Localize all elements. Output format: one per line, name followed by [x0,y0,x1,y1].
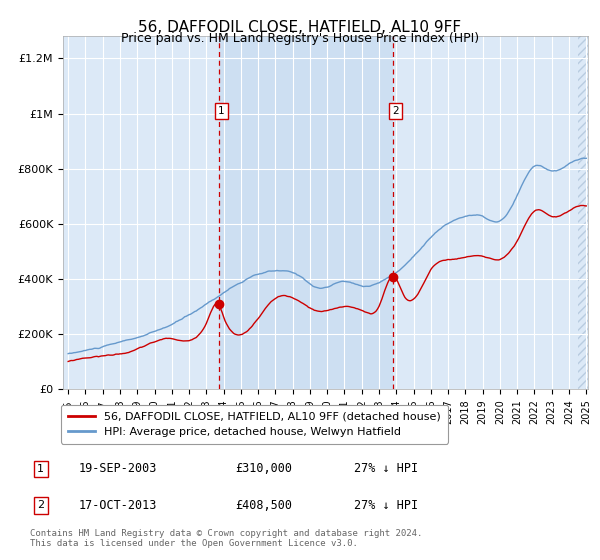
Text: 17-OCT-2013: 17-OCT-2013 [79,499,157,512]
Legend: 56, DAFFODIL CLOSE, HATFIELD, AL10 9FF (detached house), HPI: Average price, det: 56, DAFFODIL CLOSE, HATFIELD, AL10 9FF (… [61,405,448,444]
Bar [578,36,588,389]
Text: 19-SEP-2003: 19-SEP-2003 [79,463,157,475]
Bar [578,36,588,389]
Bar [219,36,392,389]
Text: Price paid vs. HM Land Registry's House Price Index (HPI): Price paid vs. HM Land Registry's House … [121,32,479,45]
Text: £408,500: £408,500 [235,499,292,512]
Text: 27% ↓ HPI: 27% ↓ HPI [354,463,418,475]
Text: 1: 1 [37,464,44,474]
Text: 2: 2 [37,501,44,510]
Text: 27% ↓ HPI: 27% ↓ HPI [354,499,418,512]
Text: 2: 2 [392,106,398,116]
Text: 1: 1 [218,106,224,116]
Text: 56, DAFFODIL CLOSE, HATFIELD, AL10 9FF: 56, DAFFODIL CLOSE, HATFIELD, AL10 9FF [139,20,461,35]
Text: Contains HM Land Registry data © Crown copyright and database right 2024.
This d: Contains HM Land Registry data © Crown c… [30,529,422,548]
Text: £310,000: £310,000 [235,463,292,475]
